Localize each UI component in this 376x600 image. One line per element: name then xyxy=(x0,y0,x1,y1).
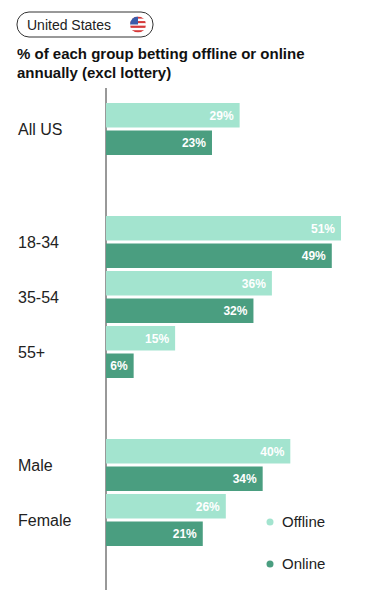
data-label: 21% xyxy=(173,527,197,541)
data-label: 49% xyxy=(302,249,326,263)
chart: United States % of each group betting off… xyxy=(0,0,376,600)
flag-icon xyxy=(130,17,146,33)
legend-label: Online xyxy=(282,555,325,572)
title-box: % of each group betting offline or onlin… xyxy=(17,44,362,94)
category-label: 35-54 xyxy=(18,289,59,306)
data-label: 29% xyxy=(210,109,234,123)
legend-swatch xyxy=(267,519,274,526)
bar xyxy=(106,439,290,464)
bar xyxy=(106,522,203,547)
category-label: 55+ xyxy=(18,344,45,361)
bar xyxy=(106,244,332,269)
bar xyxy=(106,494,226,519)
legend: Offline Online xyxy=(267,513,326,572)
legend-label: Offline xyxy=(282,513,325,530)
title: % of each group betting offline or onlin… xyxy=(17,44,362,82)
data-label: 6% xyxy=(110,359,128,373)
legend-swatch xyxy=(267,561,274,568)
category-label: Female xyxy=(18,512,71,529)
data-label: 23% xyxy=(182,136,206,150)
bar xyxy=(106,467,263,492)
category-label: All US xyxy=(18,121,62,138)
badge-text: United States xyxy=(27,17,111,33)
data-label: 34% xyxy=(233,472,257,486)
data-label: 36% xyxy=(242,277,266,291)
data-label: 32% xyxy=(223,304,247,318)
category-label: Male xyxy=(18,457,53,474)
data-label: 26% xyxy=(196,500,220,514)
bar xyxy=(106,326,175,351)
category-label: 18-34 xyxy=(18,234,59,251)
data-label: 15% xyxy=(145,332,169,346)
badge-frame xyxy=(17,12,153,37)
bars xyxy=(106,103,341,546)
data-label: 51% xyxy=(311,222,335,236)
labels: All US 29% 23% 18-34 51% 49% 35-54 36% 32% 55+ 15%… xyxy=(18,109,335,542)
bar xyxy=(106,131,212,156)
bar xyxy=(106,354,134,379)
bar xyxy=(106,103,240,128)
bar xyxy=(106,216,341,241)
bar xyxy=(106,299,253,324)
data-label: 40% xyxy=(260,445,284,459)
bar xyxy=(106,271,272,296)
